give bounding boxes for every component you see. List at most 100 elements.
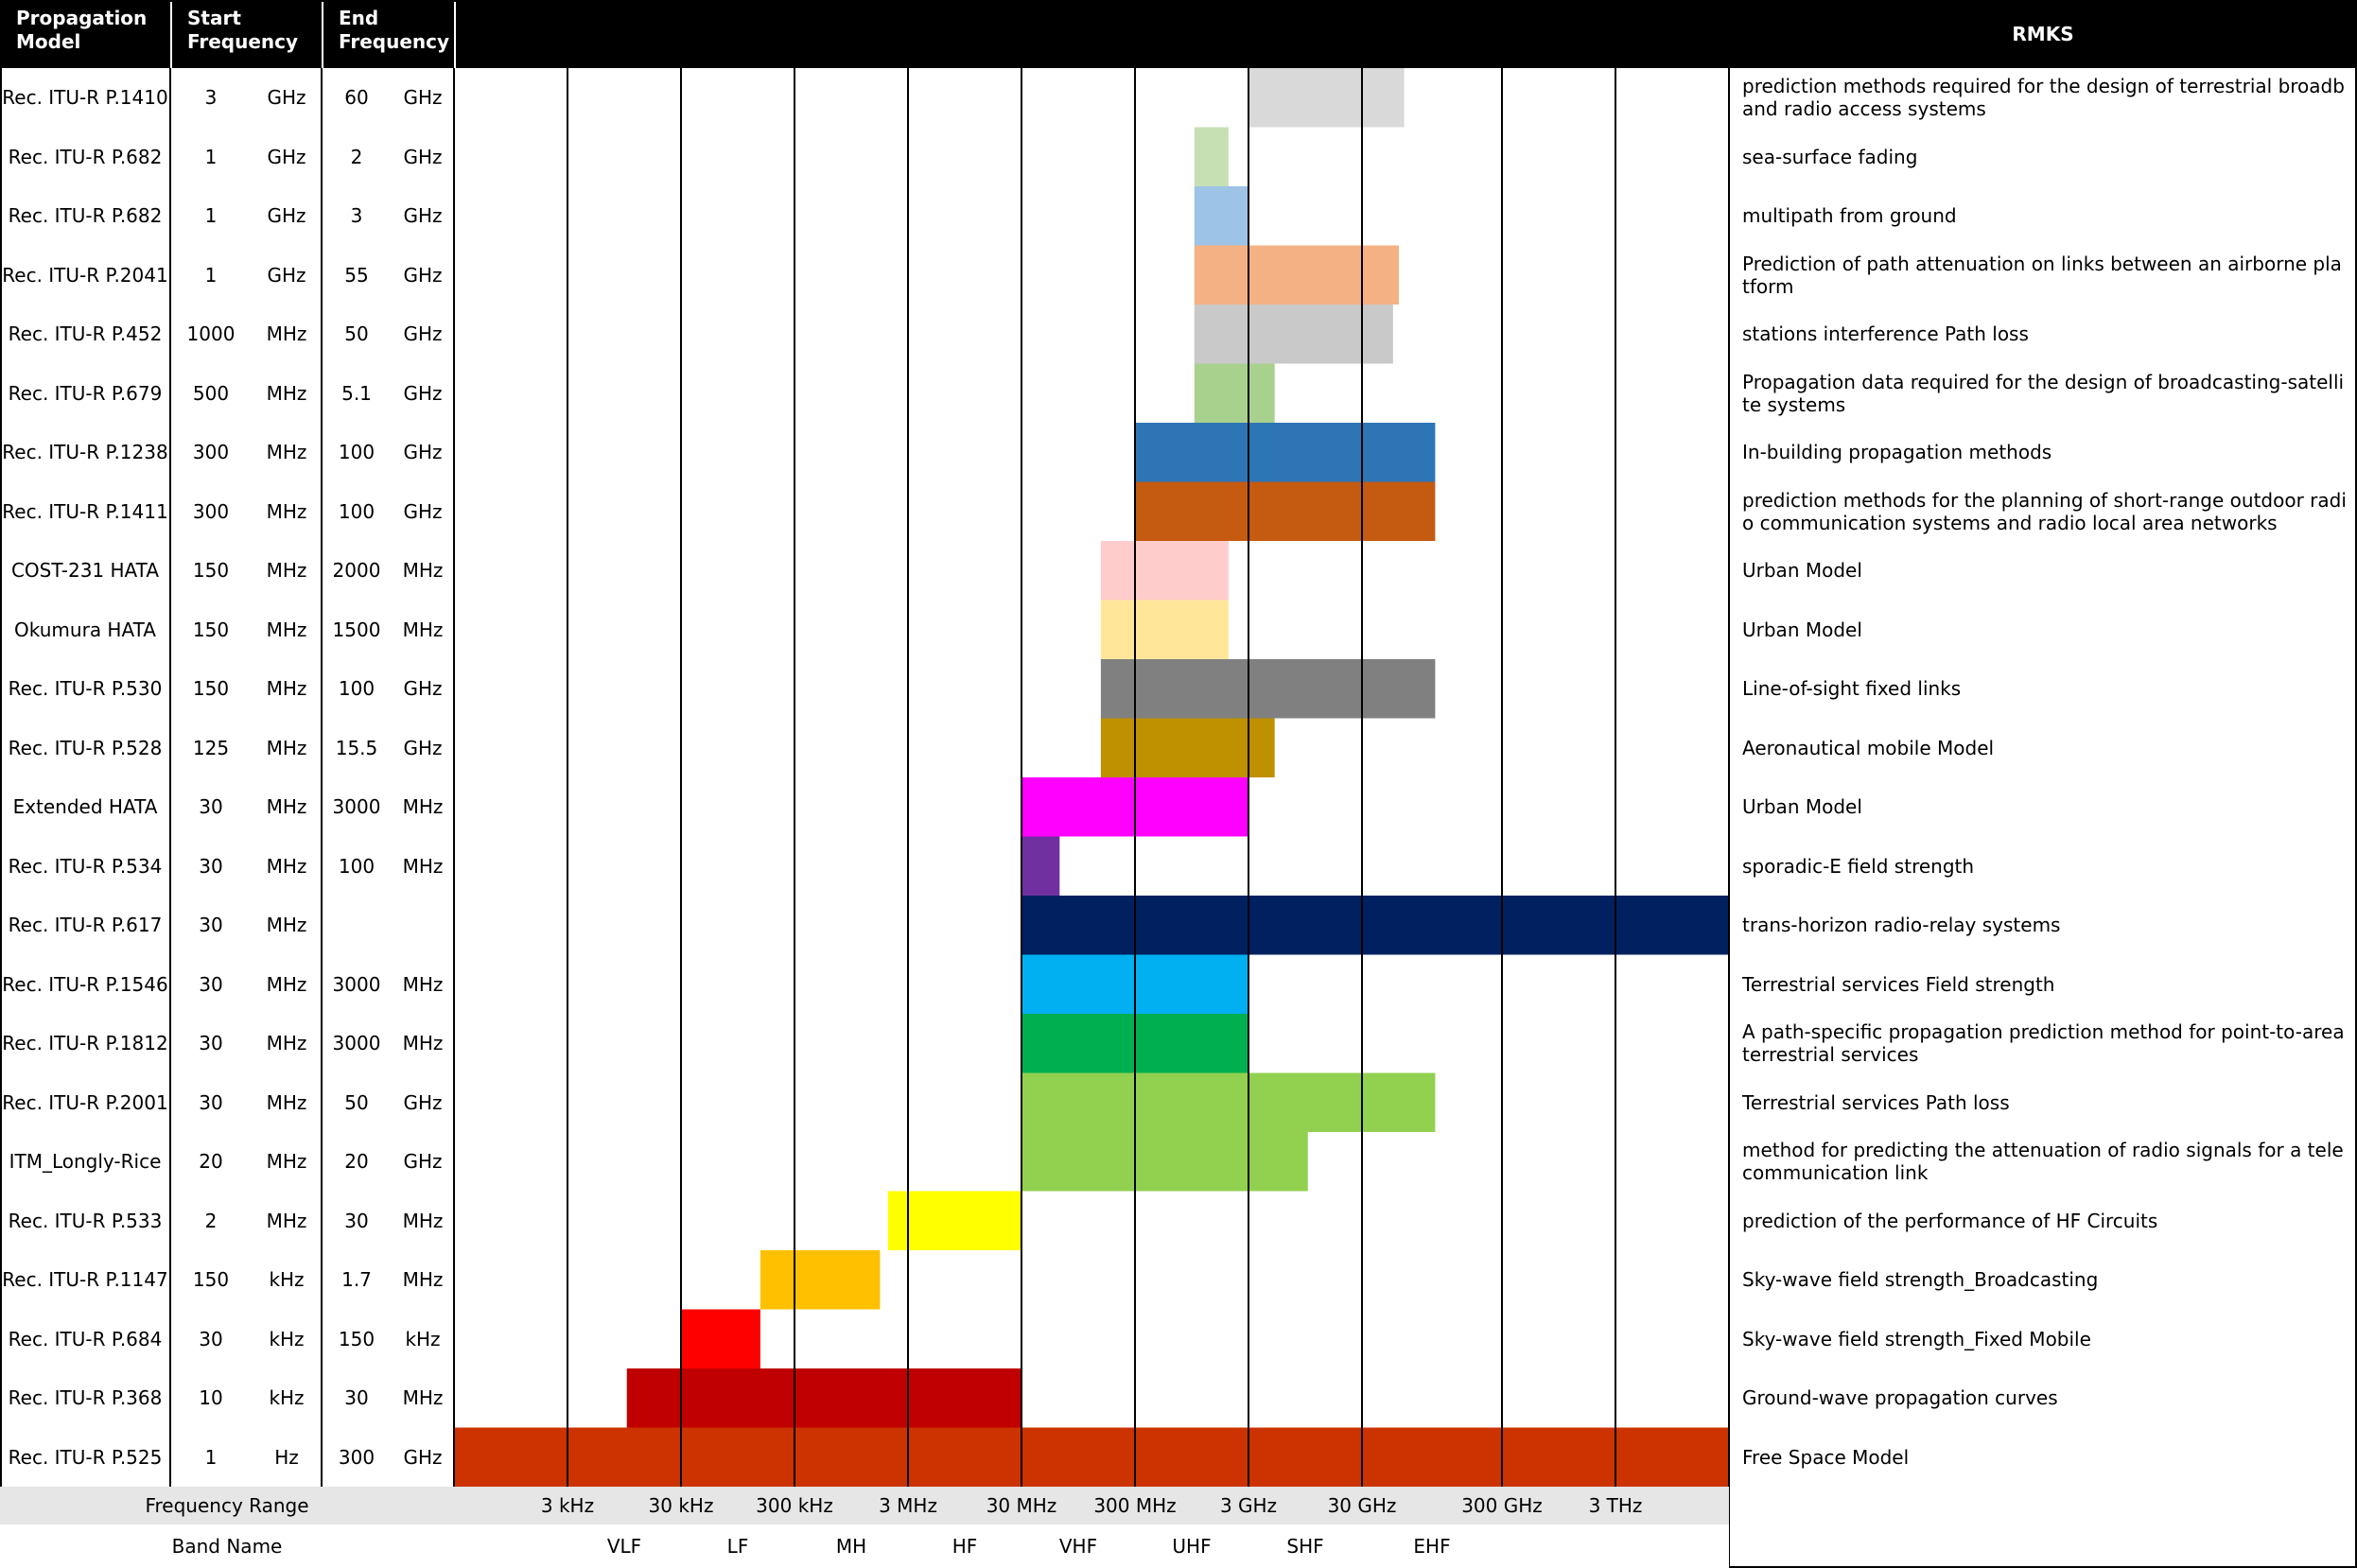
row-start-unit: MHz [266,322,307,346]
row-start-unit: MHz [266,618,307,641]
row-end-value: 100 [338,499,375,523]
bar-18 [1021,1132,1308,1192]
row-start-unit: MHz [266,795,307,819]
row-end-value: 50 [344,322,369,346]
row-model: Rec. ITU-R P.1546 [2,972,168,996]
header-rmks-label: RMKS [2012,22,2074,45]
bar-0 [1248,68,1405,128]
row-end-unit: GHz [403,381,443,405]
row-remark: In-building propagation methods [1742,441,2052,464]
row-end-value: 50 [344,1090,369,1114]
band-label: VLF [606,1535,642,1558]
row-end-value: 3000 [332,972,381,996]
row-model: Rec. ITU-R P.525 [8,1445,163,1469]
header-end-line2: Frequency [339,30,450,53]
row-remark: Sky-wave field strength_Broadcasting [1742,1268,2099,1292]
row-start-value: 20 [199,1150,223,1174]
row-end-value: 2000 [332,559,381,583]
x-tick-label: 300 MHz [1093,1494,1177,1517]
row-start-unit: MHz [266,854,307,878]
row-remark: Urban Model [1742,795,1862,819]
row-end-unit: MHz [402,972,444,996]
row-end-value: 1.7 [341,1268,372,1292]
row-start-value: 300 [192,499,230,523]
header-model-line2: Model [16,30,81,53]
row-start-value: 2 [204,1209,218,1232]
row-start-value: 10 [199,1386,223,1410]
bar-6 [1135,423,1436,482]
bar-9 [1100,600,1229,659]
bar-14 [1021,896,1729,955]
row-end-unit: GHz [403,499,443,523]
row-start-value: 30 [199,914,223,937]
bar-10 [1100,659,1436,719]
row-model: Rec. ITU-R P.530 [8,677,163,701]
row-model: Rec. ITU-R P.684 [8,1327,163,1350]
row-end-unit: GHz [403,1090,443,1114]
row-start-unit: GHz [267,86,306,110]
x-tick-label: 300 GHz [1461,1494,1543,1517]
row-start-value: 1 [204,145,218,168]
row-remark: Free Space Model [1742,1445,1910,1469]
row-start-unit: MHz [266,1090,307,1114]
row-end-unit: MHz [402,1268,444,1292]
band-label: EHF [1413,1535,1451,1558]
row-end-unit: GHz [403,441,443,464]
row-remark: prediction methods required for the desi… [1742,75,2345,121]
row-end-unit: MHz [402,1032,444,1055]
row-start-value: 30 [199,854,223,878]
row-end-value: 1500 [332,618,381,641]
bar-2 [1194,186,1248,246]
row-model: Rec. ITU-R P.682 [8,204,163,228]
row-remark: Terrestrial services Field strength [1742,972,2055,996]
x-tick-label: 3 THz [1588,1494,1643,1517]
bar-1 [1194,127,1229,186]
x-tick-label: 3 GHz [1219,1494,1278,1517]
x-tick-label: 3 kHz [540,1494,595,1517]
row-start-value: 3 [204,86,218,110]
row-end-unit: MHz [402,795,444,819]
row-end-unit: GHz [403,145,443,168]
row-remark: Aeronautical mobile Model [1742,736,1995,759]
row-end-value: 2 [350,145,363,168]
row-start-unit: kHz [269,1327,305,1350]
row-start-unit: MHz [266,559,307,583]
footer-band-row [0,1524,1729,1568]
band-label: LF [726,1535,749,1558]
row-start-unit: kHz [269,1268,305,1292]
row-start-unit: GHz [267,145,306,168]
row-remark: Sky-wave field strength_Fixed Mobile [1742,1327,2091,1350]
row-model: Rec. ITU-R P.368 [8,1386,163,1410]
row-start-value: 125 [192,736,230,759]
bar-20 [759,1250,881,1310]
row-start-value: 150 [192,618,230,641]
row-start-value: 300 [192,441,230,464]
bar-23 [454,1427,1729,1487]
header-rmks: RMKS [1729,0,2357,68]
band-label: SHF [1286,1535,1324,1558]
bar-8 [1100,541,1229,601]
row-model: Rec. ITU-R P.2041 [2,263,168,287]
bar-22 [626,1368,1021,1428]
row-end-unit: GHz [403,263,443,287]
row-end-value: 300 [338,1445,375,1469]
band-label: UHF [1172,1535,1212,1558]
bar-4 [1194,305,1393,364]
row-start-value: 1 [204,1445,218,1469]
row-remark: Line-of-sight fixed links [1742,677,1962,701]
row-model: ITM_Longly-Rice [9,1150,162,1174]
row-remark: prediction methods for the planning of s… [1742,488,2347,534]
row-remark: Ground-wave propagation curves [1742,1386,2058,1410]
row-start-unit: MHz [266,1032,307,1055]
row-start-value: 150 [192,677,230,701]
row-remark: Terrestrial services Path loss [1742,1090,2010,1114]
bar-7 [1135,481,1436,541]
row-start-unit: MHz [266,441,307,464]
bar-11 [1100,718,1275,777]
row-start-value: 500 [192,381,230,405]
row-model: Rec. ITU-R P.679 [8,381,163,405]
row-start-unit: MHz [266,1150,307,1174]
row-end-value: 15.5 [335,736,378,759]
row-model: Rec. ITU-R P.682 [8,145,163,168]
